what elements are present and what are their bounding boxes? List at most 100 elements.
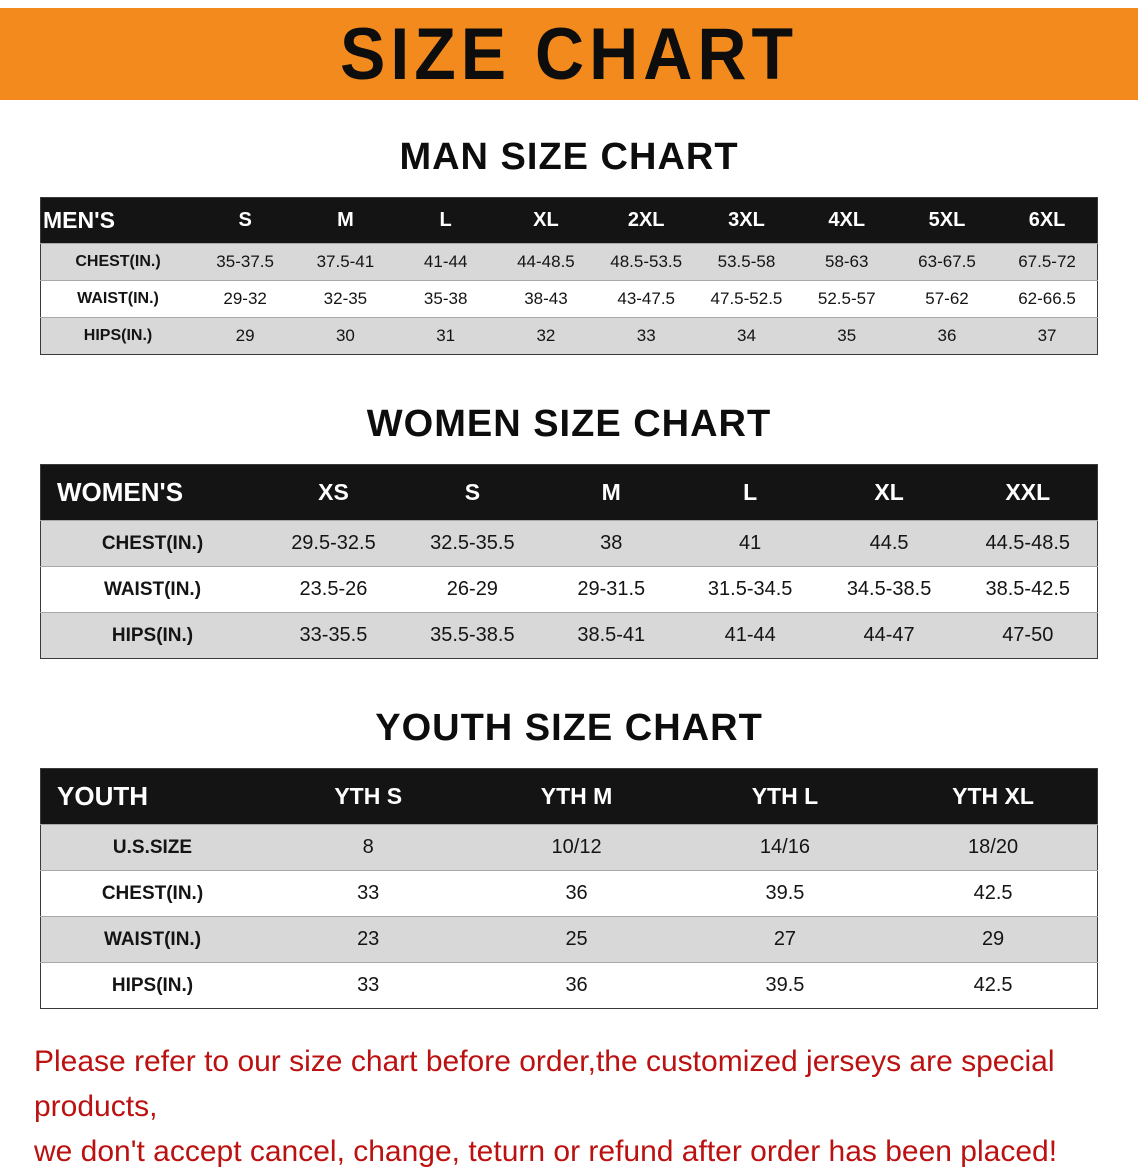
measurement-value: 33 — [264, 870, 473, 917]
measurement-row: CHEST(IN.) 29.5-32.5 32.5-35.5 38 41 44.5 44.5… — [40, 520, 1098, 567]
section-women: WOMEN SIZE CHART WOMEN'S XS S M L XL XXL CHEST(… — [0, 403, 1138, 659]
measurement-row: U.S.SIZE 8 10/12 14/16 18/20 — [40, 824, 1098, 871]
size-column-header: XL — [819, 464, 959, 521]
size-column-header: XS — [264, 464, 403, 521]
measurement-value: 58-63 — [796, 243, 897, 281]
measurement-row: CHEST(IN.) 33 36 39.5 42.5 — [40, 870, 1098, 917]
size-column-header: M — [541, 464, 681, 521]
section-men: MAN SIZE CHART MEN'S S M L XL 2XL 3XL 4XL 5XL 6XL… — [0, 136, 1138, 355]
footer-note: Please refer to our size chart before or… — [34, 1039, 1104, 1174]
measurement-value: 29-31.5 — [541, 566, 681, 613]
measurement-value: 47.5-52.5 — [696, 280, 797, 318]
measurement-value: 53.5-58 — [696, 243, 797, 281]
measurement-value: 41-44 — [395, 243, 496, 281]
measurement-value: 57-62 — [896, 280, 998, 318]
measurement-value: 37 — [997, 317, 1098, 355]
youth-section-heading: YOUTH SIZE CHART — [375, 707, 763, 749]
measurement-row: WAIST(IN.) 23.5-26 26-29 29-31.5 31.5-34.5 34… — [40, 566, 1098, 613]
measurement-value: 62-66.5 — [997, 280, 1098, 318]
measurement-value: 48.5-53.5 — [596, 243, 697, 281]
banner: SIZE CHART — [0, 8, 1138, 100]
measurement-value: 35-37.5 — [195, 243, 296, 281]
size-column-header: 5XL — [896, 197, 998, 244]
measurement-value: 67.5-72 — [997, 243, 1098, 281]
measurement-row: WAIST(IN.) 23 25 27 29 — [40, 916, 1098, 963]
measurement-value: 38.5-41 — [541, 612, 681, 659]
measurement-value: 14/16 — [680, 824, 890, 871]
measurement-value: 8 — [264, 824, 473, 871]
measurement-value: 33 — [264, 962, 473, 1009]
size-column-header: XXL — [958, 464, 1098, 521]
measurement-value: 36 — [896, 317, 998, 355]
measurement-value: 29 — [195, 317, 296, 355]
measurement-value: 37.5-41 — [295, 243, 396, 281]
section-youth: YOUTH SIZE CHART YOUTH YTH S YTH M YTH L YTH… — [0, 707, 1138, 1009]
measurement-value: 34.5-38.5 — [819, 566, 959, 613]
size-column-header: YTH M — [472, 768, 681, 825]
measurement-value: 32-35 — [295, 280, 396, 318]
size-column-header: XL — [495, 197, 597, 244]
size-column-header: YTH S — [264, 768, 473, 825]
measurement-value: 31.5-34.5 — [680, 566, 820, 613]
size-column-header: 6XL — [997, 197, 1098, 244]
measurement-value: 35 — [796, 317, 897, 355]
measurement-label: WAIST(IN.) — [40, 280, 195, 318]
table-group-label: YOUTH — [40, 768, 264, 825]
size-column-header: 4XL — [796, 197, 897, 244]
measurement-value: 39.5 — [680, 870, 890, 917]
measurement-value: 32 — [495, 317, 597, 355]
measurement-value: 29.5-32.5 — [264, 520, 403, 567]
measurement-value: 41 — [680, 520, 820, 567]
size-column-header: YTH L — [680, 768, 890, 825]
measurement-value: 35.5-38.5 — [402, 612, 542, 659]
measurement-label: HIPS(IN.) — [40, 612, 264, 659]
measurement-value: 33-35.5 — [264, 612, 403, 659]
measurement-value: 63-67.5 — [896, 243, 998, 281]
measurement-label: HIPS(IN.) — [40, 962, 264, 1009]
table-group-label: WOMEN'S — [40, 464, 264, 521]
measurement-row: CHEST(IN.) 35-37.5 37.5-41 41-44 44-48.5 48.5… — [40, 243, 1098, 281]
measurement-row: HIPS(IN.) 33-35.5 35.5-38.5 38.5-41 41-44 44-… — [40, 612, 1098, 659]
table-group-label: MEN'S — [40, 197, 195, 244]
measurement-value: 36 — [472, 870, 681, 917]
measurement-value: 36 — [472, 962, 681, 1009]
table-header-row: WOMEN'S XS S M L XL XXL — [40, 464, 1098, 521]
measurement-value: 29-32 — [195, 280, 296, 318]
measurement-value: 23.5-26 — [264, 566, 403, 613]
measurement-value: 43-47.5 — [596, 280, 697, 318]
measurement-label: CHEST(IN.) — [40, 870, 264, 917]
men-size-table: MEN'S S M L XL 2XL 3XL 4XL 5XL 6XL CHEST(IN.) 35-37… — [40, 197, 1098, 355]
measurement-label: WAIST(IN.) — [40, 566, 264, 613]
measurement-value: 47-50 — [958, 612, 1098, 659]
women-section-heading: WOMEN SIZE CHART — [366, 403, 772, 445]
measurement-value: 38 — [541, 520, 681, 567]
measurement-value: 44.5-48.5 — [958, 520, 1098, 567]
measurement-value: 32.5-35.5 — [402, 520, 542, 567]
measurement-value: 52.5-57 — [796, 280, 897, 318]
measurement-label: HIPS(IN.) — [40, 317, 195, 355]
table-header-row: YOUTH YTH S YTH M YTH L YTH XL — [40, 768, 1098, 825]
measurement-value: 25 — [472, 916, 681, 963]
size-column-header: L — [395, 197, 496, 244]
measurement-value: 33 — [596, 317, 697, 355]
measurement-label: CHEST(IN.) — [40, 243, 195, 281]
page-title: SIZE CHART — [340, 12, 798, 96]
men-section-heading: MAN SIZE CHART — [399, 136, 739, 178]
measurement-value: 35-38 — [395, 280, 496, 318]
note-line-2: we don't accept cancel, change, teturn o… — [34, 1135, 1058, 1168]
measurement-value: 31 — [395, 317, 496, 355]
table-header-row: MEN'S S M L XL 2XL 3XL 4XL 5XL 6XL — [40, 197, 1098, 244]
measurement-row: WAIST(IN.) 29-32 32-35 35-38 38-43 43-47.5 47.… — [40, 280, 1098, 318]
measurement-value: 26-29 — [402, 566, 542, 613]
women-size-table: WOMEN'S XS S M L XL XXL CHEST(IN.) 29.5-32.5 32.5… — [40, 464, 1098, 659]
size-column-header: L — [680, 464, 820, 521]
youth-size-table: YOUTH YTH S YTH M YTH L YTH XL U.S.SIZE 8 10/12… — [40, 768, 1098, 1009]
size-column-header: 2XL — [596, 197, 697, 244]
size-column-header: M — [295, 197, 396, 244]
measurement-row: HIPS(IN.) 33 36 39.5 42.5 — [40, 962, 1098, 1009]
measurement-value: 42.5 — [889, 870, 1098, 917]
measurement-value: 42.5 — [889, 962, 1098, 1009]
size-column-header: S — [195, 197, 296, 244]
measurement-label: CHEST(IN.) — [40, 520, 264, 567]
